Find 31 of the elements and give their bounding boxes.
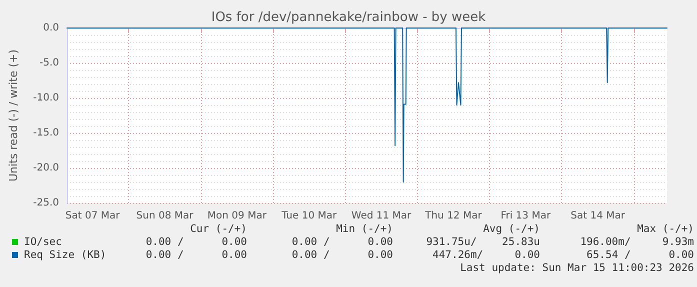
- text: 0.00 / 0.00: [292, 236, 393, 248]
- text: Avg (-/+): [483, 223, 540, 235]
- x-tick-label: Sat 14 Mar: [570, 210, 626, 222]
- x-tick-label: Thu 12 Mar: [424, 210, 483, 222]
- text: Last update: Sun Mar 15 11:00:23 2026: [460, 262, 694, 274]
- text: Cur (-/+): [190, 223, 247, 235]
- text: 447.26m/ 0.00: [432, 249, 540, 261]
- text: 931.75u/ 25.83u: [426, 236, 540, 248]
- y-tick-label: -10.0: [33, 92, 59, 104]
- x-tick-label: Mon 09 Mar: [207, 210, 268, 222]
- text: 0.00 / 0.00: [146, 236, 247, 248]
- y-tick-label: -5.0: [39, 58, 59, 68]
- legend-label: IO/sec: [23, 236, 62, 248]
- x-tick-label: Sun 08 Mar: [136, 210, 194, 222]
- x-tick-label: Sat 07 Mar: [65, 210, 121, 222]
- text: 65.54 / 0.00: [586, 249, 694, 261]
- x-tick-label: Tue 10 Mar: [280, 210, 338, 222]
- y-tick-label: -25.0: [33, 198, 59, 208]
- text: 0.00 / 0.00: [292, 249, 393, 261]
- y-tick-label: -20.0: [33, 162, 59, 174]
- text: Max (-/+): [637, 223, 694, 235]
- y-tick-label: -15.0: [33, 128, 59, 138]
- chart-title: IOs for /dev/pannekake/rainbow - by week: [211, 10, 486, 25]
- y-tick-label: 0.0: [43, 22, 59, 34]
- x-tick-label: Wed 11 Mar: [351, 210, 412, 222]
- legend-label: Req Size (KB): [23, 249, 106, 261]
- x-tick-label: Fri 13 Mar: [500, 210, 552, 222]
- text: Min (-/+): [336, 223, 393, 235]
- text: 196.00m/ 9.93m: [580, 236, 694, 248]
- y-axis-title: Units read (-) / write (+): [7, 49, 20, 182]
- text: 0.00 / 0.00: [146, 249, 247, 261]
